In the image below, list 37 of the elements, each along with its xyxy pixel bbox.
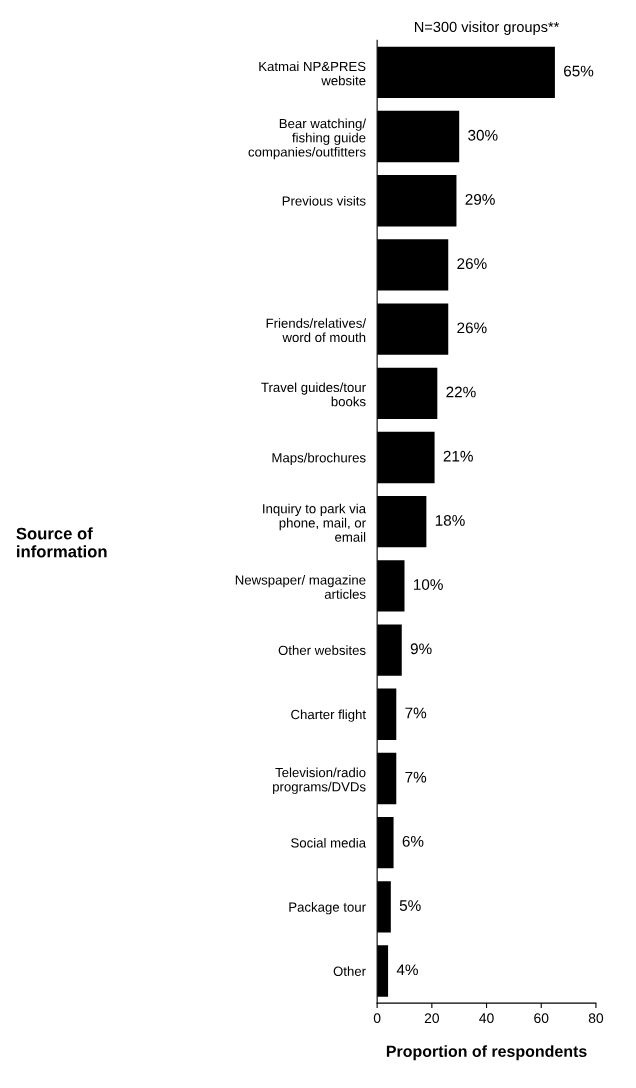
x-tick-label: 40 [479,1013,494,1024]
x-tick-label: 80 [588,1013,604,1024]
data-label: 7% [405,771,427,783]
data-label: 26% [457,258,487,270]
y-tick-label: Charter flight [291,709,366,722]
y-tick-label: Inquiry to park via phone, mail, or email [263,503,367,542]
data-label: 29% [465,194,495,205]
data-label: 7% [405,707,427,719]
data-label: 26% [457,322,487,334]
data-label: 9% [410,643,432,655]
data-label: 30% [468,129,498,141]
y-tick-label: Other websites [278,645,366,655]
data-label: 22% [446,386,476,398]
data-label: 5% [399,900,421,911]
x-axis-title: Proportion of respondents [386,1045,587,1061]
y-tick-label: Package tour [289,902,366,915]
y-tick-label: Travel guides/tour books [261,382,366,407]
source-note: Source of information [16,527,107,558]
data-label: 65% [564,65,594,77]
data-label: 21% [443,450,473,462]
y-tick-label: Maps/brochures [272,452,366,466]
data-label: 6% [402,835,424,847]
data-label: 10% [413,579,443,590]
y-tick-label: Previous visits [282,195,366,206]
data-label: 4% [396,964,418,976]
y-tick-label: Newspaper/ magazine articles [235,574,366,599]
x-tick-label: 60 [534,1013,549,1024]
x-tick-label: 0 [373,1013,381,1024]
y-tick-label: Television/radio programs/DVDs [273,767,366,795]
y-tick-label: Social media [291,837,367,848]
x-tick-label: 20 [424,1013,440,1024]
chart-title: N=300 visitor groups** [414,21,560,35]
y-tick-label: Other [333,966,366,976]
data-label: 18% [435,514,465,526]
y-tick-label: Friends/relatives/ word of mouth [266,318,367,343]
y-tick-label: Bear watching/ fishing guide companies/outfitters [248,118,367,160]
y-tick-label: Katmai NP&PRES website [259,61,366,86]
